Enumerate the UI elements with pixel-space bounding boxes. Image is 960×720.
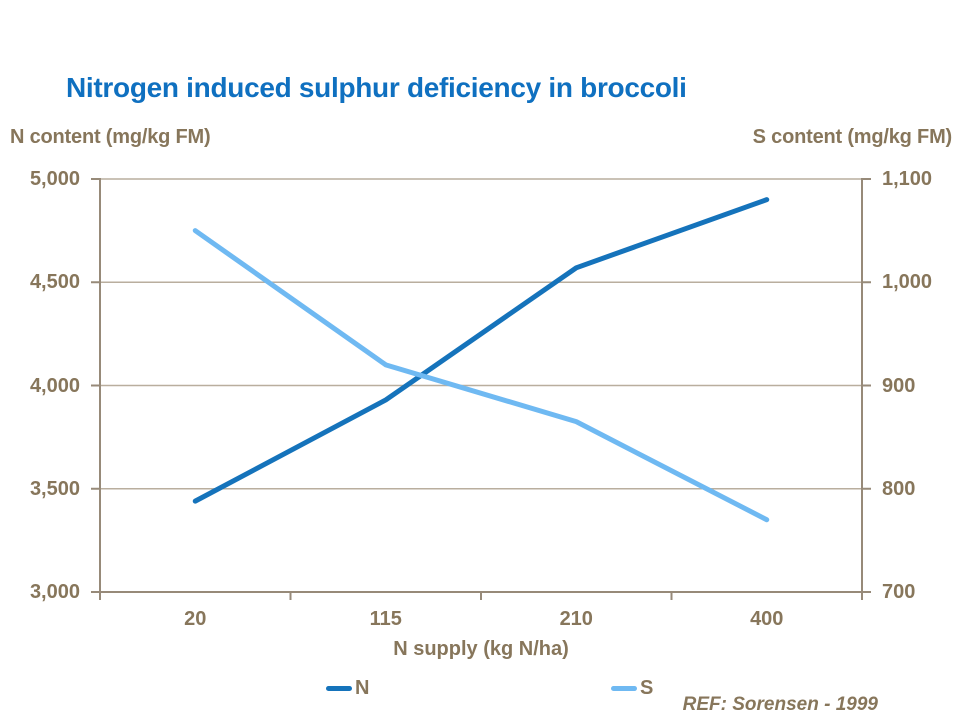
y-left-tick-label: 4,500 <box>29 271 80 294</box>
y-right-tick-label: 1,100 <box>882 168 933 190</box>
series-S-line <box>192 228 770 523</box>
x-tick-label: 400 <box>750 608 784 630</box>
reference-text: REF: Sorensen - 1999 <box>682 694 878 715</box>
x-axis-title: N supply (kg N/ha) <box>393 638 569 660</box>
y-left-tick-label: 3,000 <box>29 581 80 603</box>
legend-item-s: S <box>611 675 653 701</box>
y-right-tick-label: 700 <box>882 581 916 603</box>
y-right-tick-label: 1,000 <box>882 271 933 294</box>
y-right-tick-label: 800 <box>882 477 916 500</box>
y-right-tick-label: 900 <box>882 374 916 397</box>
legend-s-marker <box>611 685 637 691</box>
left-axis-title: N content (mg/kg FM) <box>10 126 211 148</box>
right-axis-title: S content (mg/kg FM) <box>752 126 953 148</box>
legend-n-label: N <box>355 676 370 699</box>
x-tick-label: 210 <box>559 608 593 630</box>
series-N-line <box>192 197 770 504</box>
chart-title: Nitrogen induced sulphur deficiency in b… <box>66 72 687 103</box>
x-tick-label: 115 <box>369 608 402 630</box>
x-tick-label: 20 <box>184 608 207 630</box>
y-left-tick-label: 5,000 <box>29 168 80 190</box>
legend-n-marker <box>326 685 352 691</box>
legend-item-n: N <box>326 675 369 701</box>
legend-s-label: S <box>640 676 654 699</box>
y-left-tick-label: 3,500 <box>29 477 80 500</box>
y-left-tick-label: 4,000 <box>29 374 80 397</box>
